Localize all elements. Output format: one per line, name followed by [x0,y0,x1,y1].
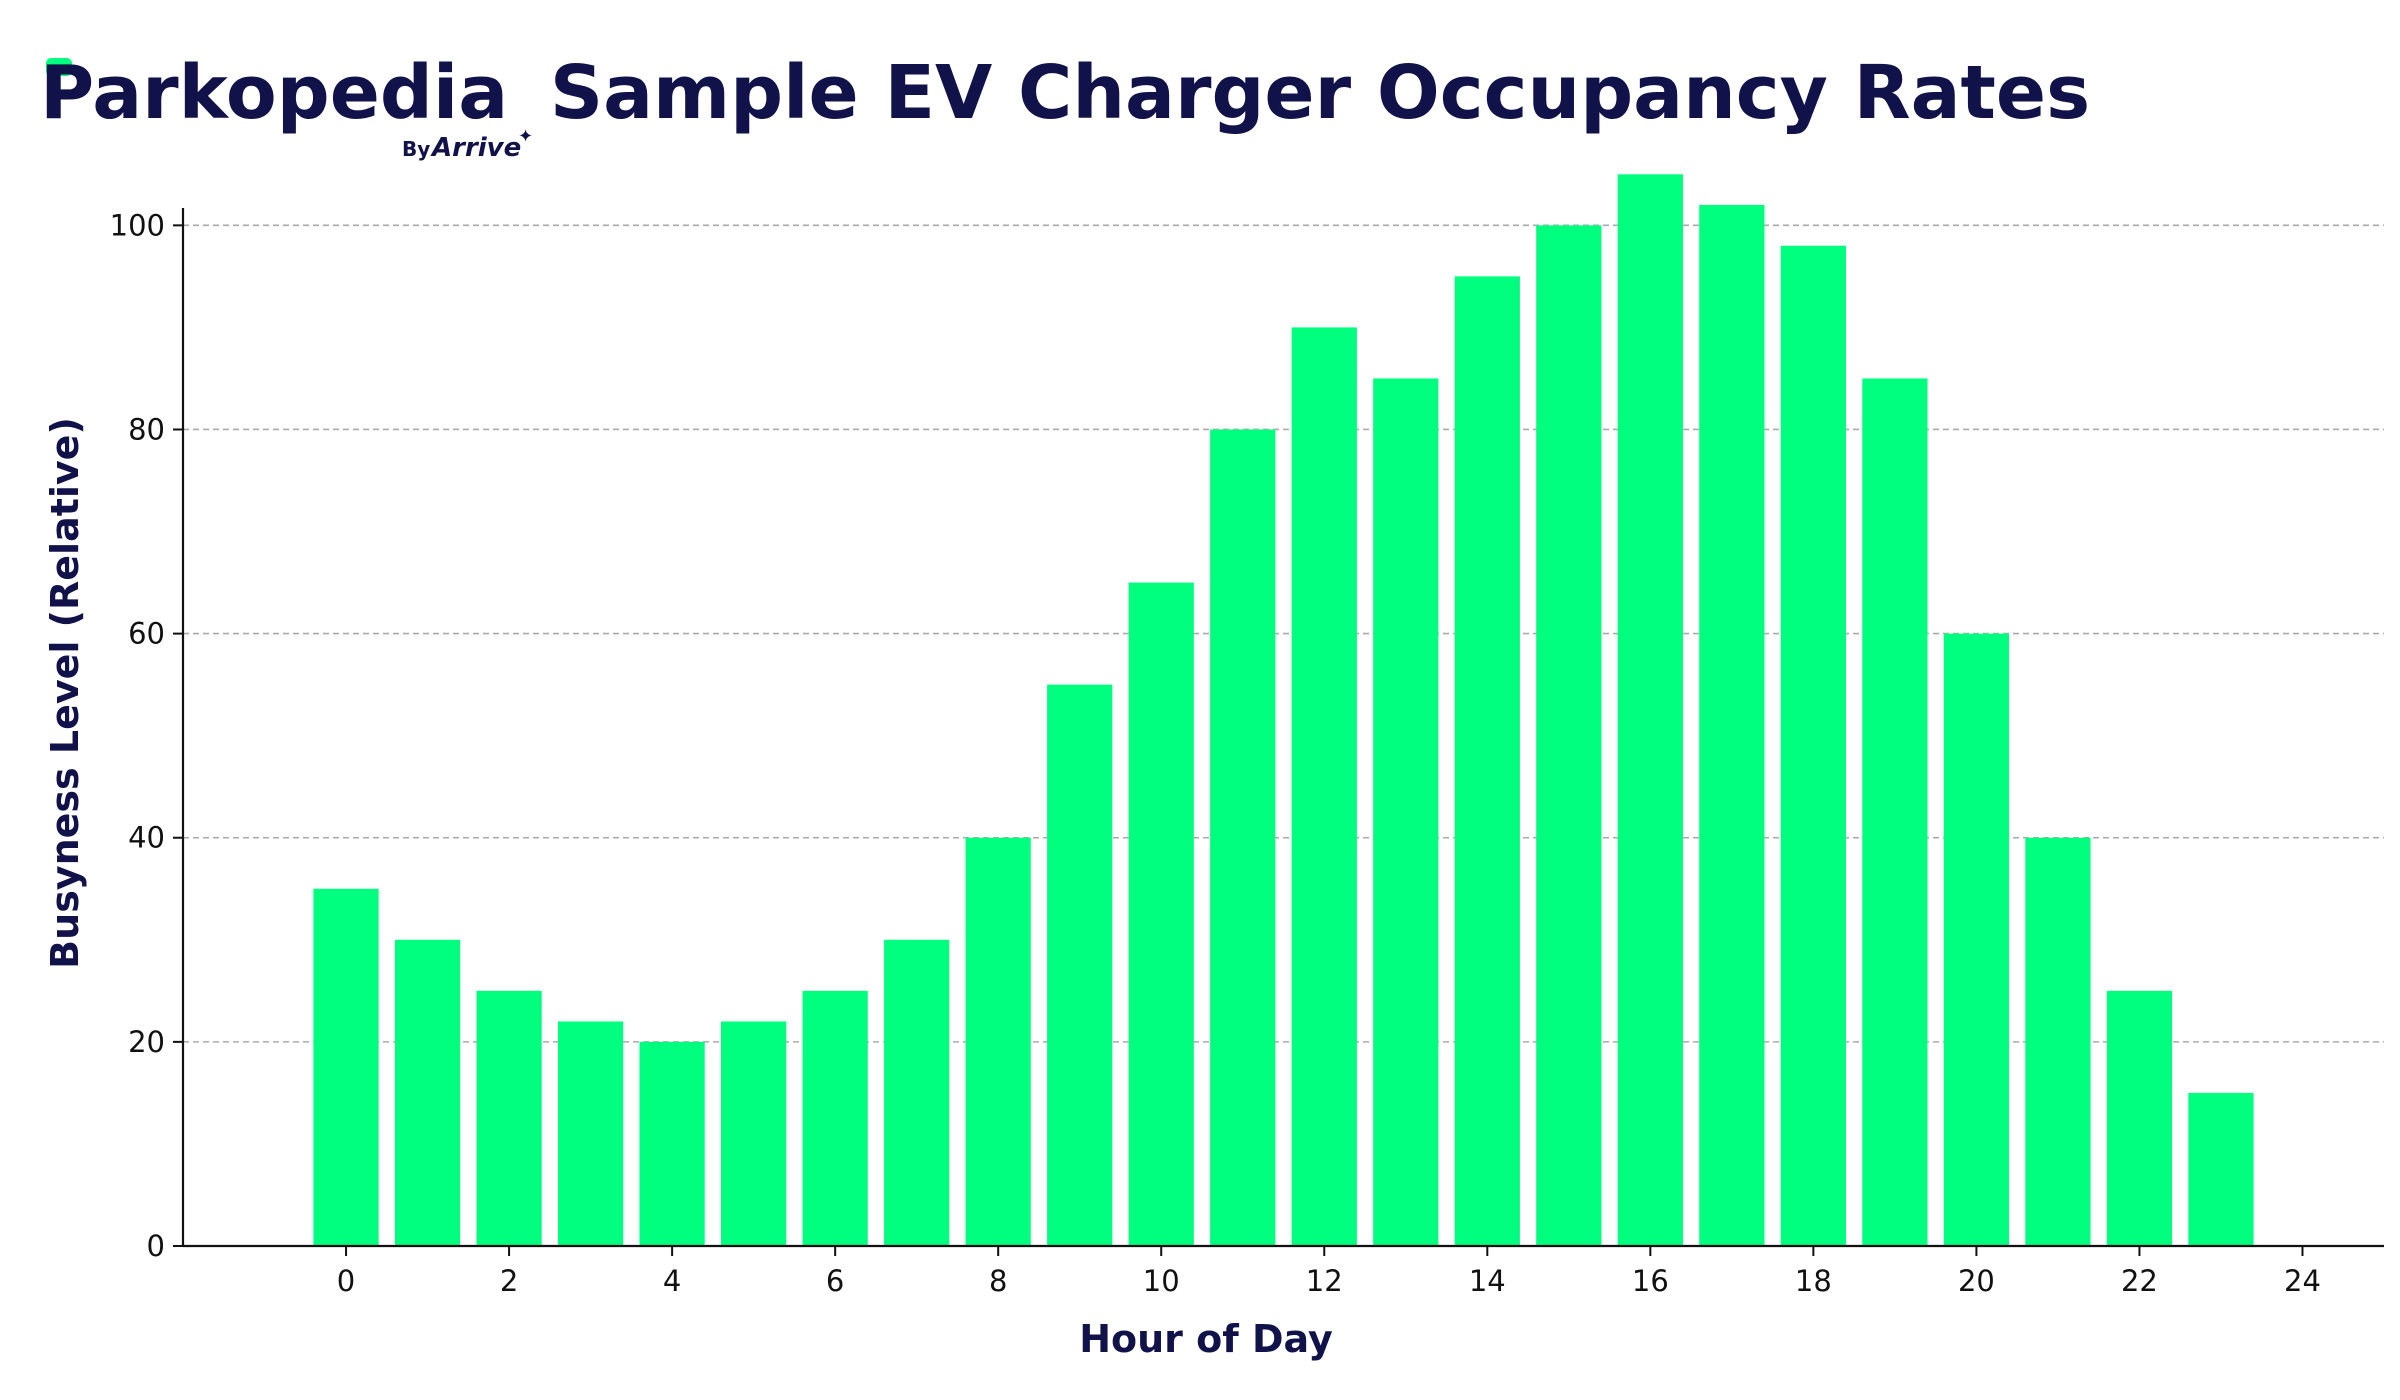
y-tick-label: 20 [128,1025,165,1059]
bar [1780,245,1846,1246]
bar [1536,225,1602,1247]
y-gridlines [183,224,2384,1043]
y-axis-label: Busyness Level (Relative) [43,417,87,969]
y-tick-label: 80 [128,412,165,446]
bar [2106,990,2173,1246]
bar [2188,1092,2254,1246]
x-axis-label: Hour of Day [1079,1317,1333,1361]
bar [639,1041,705,1246]
bar-series [313,174,2254,1247]
bar [1699,204,1765,1247]
x-tick-label: 6 [826,1264,844,1298]
x-tick-label: 18 [1795,1264,1832,1298]
bar [557,1021,624,1246]
x-ticks: 0 2 4 6 8 10 12 14 16 18 20 22 24 [337,1246,2321,1298]
bar [884,939,950,1246]
bar [394,939,461,1246]
bar [721,1021,787,1246]
bar [965,837,1031,1246]
x-tick-label: 20 [1958,1264,1995,1298]
x-tick-label: 24 [2284,1264,2321,1298]
logo-tagline-prefix: By [402,137,430,161]
chart-title: Sample EV Charger Occupancy Rates [550,50,2090,136]
logo-wordmark: Parkopedia [40,50,508,136]
axes [181,208,2384,1248]
x-tick-label: 12 [1306,1264,1343,1298]
y-tick-label: 40 [128,821,165,855]
bar [1291,327,1357,1247]
x-tick-label: 16 [1632,1264,1669,1298]
y-ticks: 0 20 40 60 80 100 [110,208,183,1263]
bar [1943,633,2010,1246]
x-tick-label: 14 [1469,1264,1506,1298]
y-tick-label: 0 [147,1229,165,1263]
y-tick-label: 100 [110,208,165,242]
x-tick-label: 8 [989,1264,1007,1298]
bar [1373,378,1439,1246]
bar [1454,276,1520,1246]
logo-accent-mark [46,58,72,76]
bar [1862,378,1928,1246]
bar [802,990,868,1246]
x-tick-label: 4 [663,1264,681,1298]
bar [1128,582,1194,1246]
x-tick-label: 2 [500,1264,518,1298]
logo-tagline-brand: Arrive [430,133,521,163]
x-tick-label: 22 [2121,1264,2158,1298]
bar [1617,174,1683,1246]
bar [313,888,379,1246]
x-tick-label: 0 [337,1264,355,1298]
x-tick-label: 10 [1143,1264,1180,1298]
bar [1210,429,1276,1246]
parkopedia-logo: Parkopedia By Arrive ✦ [40,50,533,163]
sparkle-icon: ✦ [518,126,533,147]
bar [2025,837,2091,1246]
bar [476,990,542,1246]
bar [1047,684,1113,1246]
y-tick-label: 60 [128,617,165,651]
